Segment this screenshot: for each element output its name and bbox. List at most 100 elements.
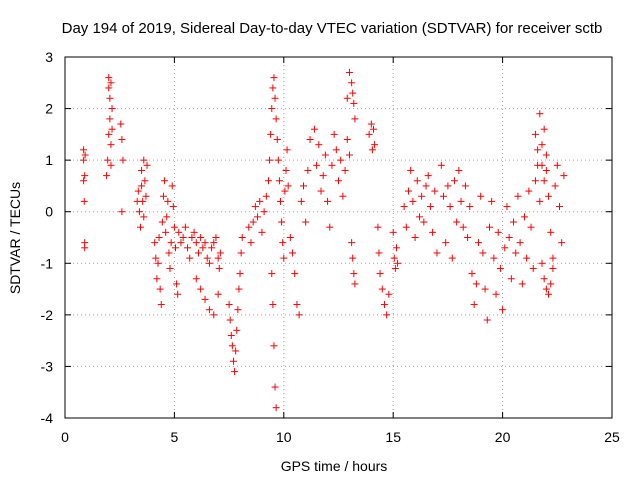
data-point	[272, 404, 280, 412]
y-tick-label: 3	[45, 49, 53, 65]
data-point	[549, 264, 557, 272]
data-point	[105, 84, 113, 92]
data-point	[411, 234, 419, 241]
data-point	[104, 156, 112, 164]
data-point	[350, 270, 358, 278]
data-point	[370, 125, 378, 133]
data-point	[536, 110, 544, 118]
data-point	[118, 208, 126, 216]
tick-layer: 0 5 10 15 20 25 -4 -3 -2 -1 0 1 2 3	[41, 49, 620, 445]
data-point	[499, 306, 507, 314]
data-point	[391, 264, 399, 272]
data-point	[210, 311, 218, 319]
data-point	[225, 301, 233, 309]
data-point	[551, 182, 559, 190]
data-point	[272, 115, 280, 123]
data-point	[181, 223, 189, 231]
data-point	[516, 239, 524, 247]
data-point	[161, 177, 169, 185]
data-point	[453, 218, 461, 226]
data-point	[448, 254, 456, 262]
data-point	[166, 264, 174, 272]
data-point	[442, 239, 450, 247]
grid-layer	[65, 57, 612, 418]
data-point	[81, 244, 89, 252]
data-point	[279, 239, 287, 247]
data-point	[367, 120, 375, 128]
data-point	[138, 166, 146, 174]
plot-frame	[64, 56, 613, 419]
data-point	[157, 301, 165, 309]
data-point	[321, 151, 329, 159]
data-point	[251, 203, 259, 211]
data-point	[153, 275, 161, 283]
data-point	[201, 295, 209, 303]
data-point	[485, 223, 493, 231]
data-point	[351, 280, 359, 288]
data-point	[140, 156, 148, 164]
y-tick-label: -2	[41, 307, 54, 323]
data-point	[536, 197, 544, 205]
data-point	[295, 311, 303, 319]
data-point	[233, 326, 241, 334]
data-point	[470, 301, 478, 309]
data-point	[490, 254, 498, 262]
data-point	[371, 141, 379, 149]
data-point	[341, 166, 349, 174]
data-point	[542, 166, 550, 174]
data-point	[205, 306, 213, 314]
data-point	[378, 285, 386, 293]
data-point	[163, 213, 171, 221]
data-point	[545, 290, 553, 298]
data-point	[238, 234, 246, 241]
data-point	[275, 177, 283, 185]
x-tick-label: 25	[604, 429, 620, 445]
data-point	[229, 357, 237, 365]
data-point	[415, 213, 423, 221]
data-point	[422, 182, 430, 190]
data-point	[270, 74, 278, 82]
data-point	[475, 239, 483, 247]
data-point	[205, 259, 213, 267]
data-point	[531, 177, 539, 185]
data-point	[231, 368, 239, 376]
data-point	[437, 161, 445, 169]
data-point	[258, 228, 266, 236]
data-point	[254, 213, 262, 221]
data-point	[520, 213, 528, 221]
data-point	[466, 203, 474, 211]
data-point	[169, 203, 177, 211]
data-point	[461, 182, 469, 190]
data-point	[339, 192, 347, 200]
data-point	[268, 105, 276, 113]
data-point	[540, 125, 548, 133]
data-point	[283, 146, 291, 154]
data-point	[555, 203, 563, 211]
data-point	[286, 234, 294, 241]
data-point	[107, 79, 115, 87]
data-point	[472, 280, 480, 288]
x-tick-label: 5	[171, 429, 179, 445]
x-tick-label: 15	[385, 429, 401, 445]
data-point	[503, 203, 511, 211]
data-point	[80, 177, 88, 185]
data-point	[278, 218, 286, 226]
data-point	[118, 136, 126, 144]
data-point	[105, 74, 113, 82]
data-point	[455, 166, 463, 174]
data-point	[319, 172, 327, 180]
data-point	[350, 99, 358, 107]
data-point	[117, 120, 125, 128]
data-point	[289, 249, 297, 257]
data-point	[479, 249, 487, 257]
data-point	[394, 259, 402, 267]
data-point	[413, 177, 421, 185]
data-point	[210, 239, 218, 247]
data-point	[538, 161, 546, 169]
data-point	[468, 270, 476, 278]
data-point	[315, 141, 323, 149]
data-point	[107, 141, 115, 149]
data-point	[343, 136, 351, 144]
data-point	[560, 172, 568, 180]
data-point	[81, 151, 89, 159]
